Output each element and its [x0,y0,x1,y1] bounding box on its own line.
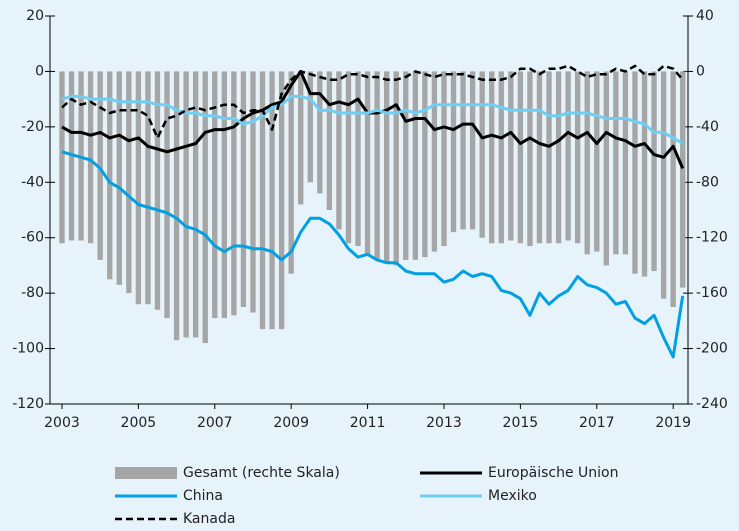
bar [594,71,600,252]
bar [403,71,409,260]
y2-tick-label: -40 [696,119,719,135]
y2-tick-label: -240 [696,396,728,412]
bar [469,71,476,230]
bar [527,71,533,247]
x-tick-label: 2011 [350,415,386,431]
bar [345,71,352,244]
y2-tick-label: -160 [696,285,728,301]
bar [231,71,237,316]
bar [269,71,275,330]
y2-tick-label: -80 [696,174,719,190]
bar [670,71,676,307]
y2-tick-label: -200 [696,341,728,357]
bar [479,71,485,238]
x-tick-label: 2009 [273,415,309,431]
bar [126,71,132,294]
x-tick-label: 2003 [44,415,80,431]
x-tick-label: 2013 [426,415,462,431]
bar [259,71,266,330]
bar [565,71,571,241]
bar [154,71,161,310]
line-series [61,150,685,359]
bar [603,71,609,266]
bar [422,71,428,258]
bar [431,71,438,252]
bar [460,71,466,230]
legend-label: China [183,488,223,504]
y2-tick-label: -120 [696,230,728,246]
bar [116,71,122,285]
bar [613,71,619,255]
bar [441,71,447,247]
y-tick-label: -100 [12,341,44,357]
bar [632,71,638,274]
bar [536,71,543,244]
bar [183,71,189,338]
x-tick-label: 2005 [121,415,157,431]
bar [498,71,504,244]
bar [97,71,103,260]
bar [164,71,170,319]
bar [87,71,94,244]
bar [517,71,524,244]
bar [221,71,227,319]
bar [173,71,180,341]
y-tick-label: -20 [21,119,44,135]
y-tick-label: -80 [21,285,44,301]
bar [450,71,457,233]
bar [59,71,65,244]
bar [355,71,361,247]
legend-swatch [115,467,177,479]
legend-label: Gesamt (rechte Skala) [183,465,340,481]
bar [393,71,399,266]
y-tick-label: 0 [35,63,44,79]
bar [212,71,218,319]
bar [651,71,657,271]
bar [575,71,581,244]
bar [307,71,313,183]
bar [107,71,113,280]
bar [622,71,629,255]
x-tick-label: 2015 [503,415,539,431]
bar [326,71,333,210]
bar [364,71,371,255]
bar [278,71,285,330]
y-tick-label: -40 [21,174,44,190]
legend-label: Kanada [183,511,235,527]
bar [555,71,562,244]
bar [412,71,418,260]
x-tick-label: 2019 [655,415,691,431]
bar [250,71,256,313]
bar [374,71,380,260]
bar [508,71,514,241]
x-tick-label: 2017 [579,415,615,431]
bar [660,71,667,299]
bar [298,71,304,205]
bar [193,71,199,338]
bar [288,71,294,274]
bar [546,71,552,244]
bar [240,71,247,307]
bar [145,71,151,305]
y-tick-label: 20 [26,8,44,24]
legend-label: Europäische Union [488,465,618,481]
y2-tick-label: 0 [696,63,705,79]
x-tick-label: 2007 [197,415,233,431]
bar [384,71,390,263]
bar [641,71,648,277]
bar [317,71,323,194]
bar [584,71,590,255]
bar [336,71,342,230]
line-series [61,64,684,140]
y-tick-label: -120 [12,396,44,412]
legend-label: Mexiko [488,488,537,504]
bar [202,71,208,344]
line-series [61,94,684,145]
bar [135,71,142,305]
y-tick-label: -60 [21,230,44,246]
bar [680,71,686,288]
bar [489,71,495,244]
y2-tick-label: 40 [696,8,714,24]
